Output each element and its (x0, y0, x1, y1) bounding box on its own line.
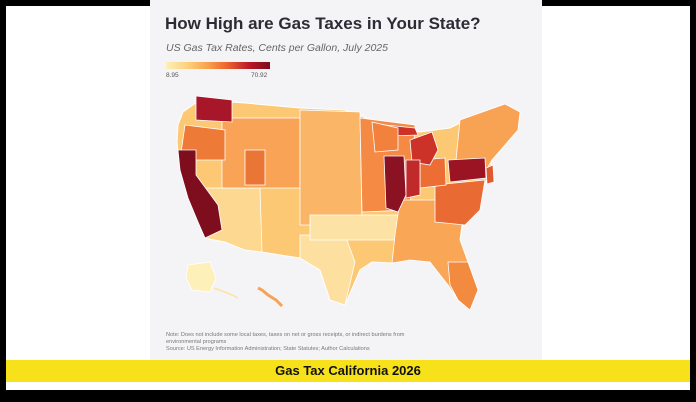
region-virginia-carolinas (434, 179, 486, 226)
notes-line-2: environmental programs (166, 339, 227, 345)
region-oklahoma-ark (309, 214, 401, 241)
region-plains (299, 109, 363, 226)
caption-bar: Gas Tax California 2026 (6, 360, 690, 382)
state-illinois (383, 155, 407, 213)
state-utah (244, 149, 266, 186)
source-notes: Note: Does not include some local taxes,… (166, 332, 526, 353)
notes-line-1: Note: Does not include some local taxes,… (166, 332, 405, 338)
state-indiana (405, 159, 421, 199)
state-hawaii (257, 286, 284, 308)
map-subtitle: US Gas Tax Rates, Cents per Gallon, July… (166, 42, 388, 54)
region-texas-south (299, 234, 356, 306)
state-new-jersey (485, 164, 495, 185)
state-alaska (185, 261, 217, 293)
state-washington (195, 95, 233, 123)
color-scale-legend (166, 62, 270, 69)
state-pennsylvania (447, 157, 487, 183)
legend-max-label: 70.92 (251, 72, 268, 79)
state-california (177, 149, 223, 239)
alaska-chain (213, 287, 239, 299)
state-michigan (409, 131, 439, 166)
state-wisconsin (371, 121, 399, 153)
notes-line-3: Source: US Energy Information Administra… (166, 346, 370, 352)
legend-min-label: 8.95 (166, 72, 179, 79)
state-florida (447, 261, 479, 311)
caption-text: Gas Tax California 2026 (275, 363, 421, 378)
map-title: How High are Gas Taxes in Your State? (165, 14, 481, 33)
us-gas-tax-choropleth-map (176, 95, 521, 311)
